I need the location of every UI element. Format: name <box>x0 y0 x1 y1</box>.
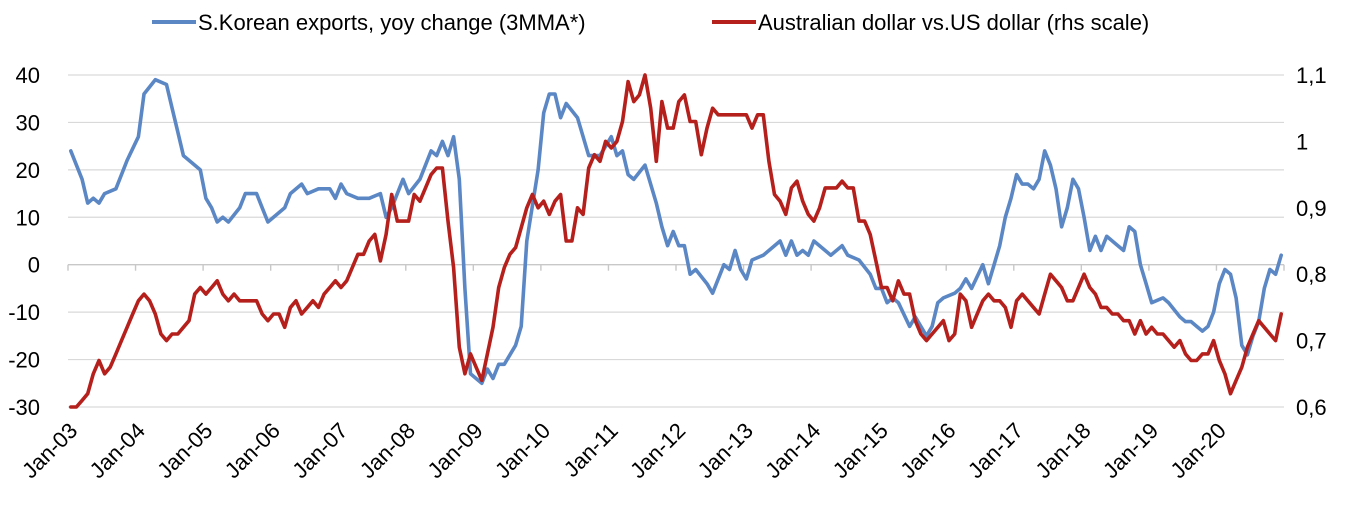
x-tick-label: Jan-06 <box>220 418 285 483</box>
x-tick-label: Jan-16 <box>895 418 960 483</box>
x-tick-label: Jan-08 <box>355 418 420 483</box>
x-tick-label: Jan-05 <box>152 418 217 483</box>
x-tick-label: Jan-03 <box>17 418 82 483</box>
y-left-tick-label: -10 <box>8 300 40 325</box>
y-left-tick-label: 40 <box>16 63 40 88</box>
y-right-tick-label: 0,8 <box>1296 262 1327 287</box>
x-tick-label: Jan-13 <box>693 418 758 483</box>
y-left-tick-label: 10 <box>16 205 40 230</box>
y-left-tick-label: 30 <box>16 110 40 135</box>
series-line-korean-exports <box>69 77 1283 386</box>
x-tick-label: Jan-10 <box>490 418 555 483</box>
y-right-tick-label: 1 <box>1296 129 1308 154</box>
x-tick-label: Jan-18 <box>1030 418 1095 483</box>
x-tick-label: Jan-07 <box>287 418 352 483</box>
y-left-tick-label: -20 <box>8 348 40 373</box>
gridlines <box>68 74 1284 408</box>
legend-label-korean-exports: S.Korean exports, yoy change (3MMA*) <box>198 10 586 35</box>
x-tick-label: Jan-04 <box>85 418 150 483</box>
x-tick-label: Jan-15 <box>828 418 893 483</box>
x-tick-label: Jan-09 <box>422 418 487 483</box>
x-tick-label: Jan-17 <box>963 418 1028 483</box>
y-right-tick-label: 0,6 <box>1296 395 1327 420</box>
series-lines <box>69 73 1283 409</box>
x-tick-label: Jan-14 <box>760 418 825 483</box>
y-left-tick-label: -30 <box>8 395 40 420</box>
x-tick-label: Jan-12 <box>625 418 690 483</box>
series-line-aud-usd <box>69 73 1283 409</box>
legend-label-aud-usd: Australian dollar vs.US dollar (rhs scal… <box>758 10 1149 35</box>
y-left-tick-label: 0 <box>28 253 40 278</box>
x-tick-label: Jan-19 <box>1098 418 1163 483</box>
y-left-tick-label: 20 <box>16 158 40 183</box>
y-right-tick-label: 0,9 <box>1296 196 1327 221</box>
x-tick-label: Jan-20 <box>1166 418 1231 483</box>
y-right-tick-label: 1,1 <box>1296 63 1327 88</box>
y-right-tick-label: 0,7 <box>1296 329 1327 354</box>
legend: S.Korean exports, yoy change (3MMA*) Aus… <box>152 10 1149 35</box>
x-tick-label: Jan-11 <box>559 418 623 482</box>
